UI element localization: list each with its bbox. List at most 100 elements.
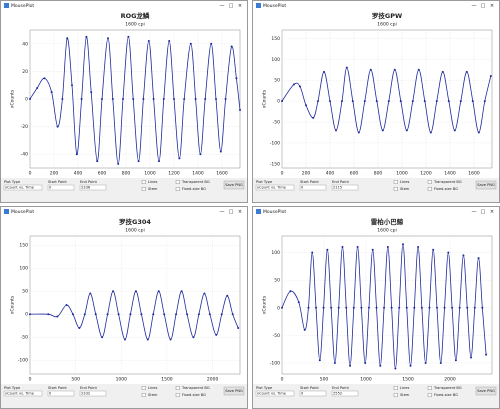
checkbox[interactable] bbox=[175, 385, 180, 390]
checkbox-label[interactable]: Fixed-size BG bbox=[182, 187, 206, 191]
input-value[interactable]: 0 bbox=[301, 186, 304, 190]
dropdown[interactable] bbox=[255, 184, 295, 191]
button[interactable] bbox=[223, 386, 245, 396]
y-tick-label: 0 bbox=[25, 312, 28, 318]
dropdown[interactable] bbox=[255, 390, 295, 397]
window-title: MousePlot bbox=[11, 209, 34, 215]
data-point bbox=[451, 306, 454, 309]
input[interactable] bbox=[47, 390, 75, 397]
input[interactable] bbox=[331, 390, 359, 397]
checkbox[interactable] bbox=[141, 385, 146, 390]
data-point bbox=[423, 100, 426, 103]
input-value[interactable]: 2336 bbox=[81, 186, 91, 190]
checkbox[interactable] bbox=[175, 186, 180, 191]
checkbox-label[interactable]: Transparent BG bbox=[181, 386, 210, 390]
checkbox-label[interactable]: Lines bbox=[148, 180, 157, 184]
window-button[interactable]: × bbox=[238, 3, 242, 9]
checkbox-label[interactable]: Transparent BG bbox=[433, 386, 462, 390]
input[interactable] bbox=[79, 390, 107, 397]
checkbox[interactable] bbox=[427, 392, 432, 397]
checkbox-label[interactable]: Transparent BG bbox=[433, 180, 462, 184]
checkbox[interactable] bbox=[427, 385, 432, 390]
input[interactable] bbox=[47, 184, 75, 191]
checkbox[interactable] bbox=[393, 385, 398, 390]
checkbox-label[interactable]: Lines bbox=[400, 386, 409, 390]
checkbox[interactable] bbox=[141, 179, 146, 184]
window-button[interactable]: □ bbox=[481, 209, 486, 215]
data-point bbox=[36, 86, 39, 89]
window-button[interactable]: × bbox=[238, 209, 242, 215]
window-button[interactable]: — bbox=[472, 3, 477, 9]
dropdown-value[interactable]: xCount vs. Time bbox=[257, 392, 287, 396]
x-tick-label: 0 bbox=[281, 171, 284, 177]
checkbox-label[interactable]: Stem bbox=[400, 393, 410, 397]
input[interactable] bbox=[299, 184, 327, 191]
dropdown[interactable] bbox=[3, 184, 43, 191]
input-value[interactable]: 0 bbox=[49, 186, 52, 190]
data-line bbox=[29, 36, 241, 165]
checkbox[interactable] bbox=[141, 186, 146, 191]
checkbox-label[interactable]: Stem bbox=[148, 393, 158, 397]
window-button[interactable]: □ bbox=[229, 209, 234, 215]
y-tick-label: 40 bbox=[22, 41, 28, 47]
chart-subtitle: 1600 cpi bbox=[377, 22, 396, 28]
y-tick-label: 50 bbox=[22, 289, 28, 295]
button-label[interactable]: Save PNG bbox=[225, 183, 243, 187]
data-point bbox=[127, 35, 130, 38]
dropdown-value[interactable]: xCount vs. Time bbox=[257, 186, 287, 190]
checkbox-label[interactable]: Stem bbox=[400, 187, 410, 191]
chart-title: 罗技GPW bbox=[372, 11, 402, 20]
dropdown-value[interactable]: xCount vs. Time bbox=[5, 392, 35, 396]
window-button[interactable]: × bbox=[490, 209, 494, 215]
data-point bbox=[466, 306, 469, 309]
checkbox-label[interactable]: Fixed-size BG bbox=[434, 187, 458, 191]
button[interactable] bbox=[223, 180, 245, 190]
data-point bbox=[351, 100, 354, 103]
window-button[interactable]: — bbox=[472, 209, 477, 215]
window-button[interactable]: — bbox=[220, 3, 225, 9]
checkbox[interactable] bbox=[175, 179, 180, 184]
button-label[interactable]: Save PNG bbox=[225, 389, 243, 393]
checkbox[interactable] bbox=[427, 179, 432, 184]
input[interactable] bbox=[79, 184, 107, 191]
dropdown[interactable] bbox=[3, 390, 43, 397]
data-point bbox=[411, 100, 414, 103]
checkbox[interactable] bbox=[393, 179, 398, 184]
x-tick-label: 1600 bbox=[216, 171, 228, 177]
window-button[interactable]: × bbox=[490, 3, 494, 9]
input[interactable] bbox=[331, 184, 359, 191]
input[interactable] bbox=[299, 390, 327, 397]
checkbox[interactable] bbox=[393, 392, 398, 397]
button[interactable] bbox=[475, 180, 497, 190]
checkbox[interactable] bbox=[175, 392, 180, 397]
input-value[interactable]: 2332 bbox=[81, 392, 90, 396]
chart-subtitle: 1600 cpi bbox=[125, 22, 144, 28]
checkbox-label[interactable]: Fixed-size BG bbox=[182, 393, 206, 397]
checkbox-label[interactable]: Lines bbox=[148, 386, 157, 390]
input-value[interactable]: 0 bbox=[49, 392, 52, 396]
input-value[interactable]: 0 bbox=[301, 392, 304, 396]
checkbox[interactable] bbox=[427, 186, 432, 191]
button-label[interactable]: Save PNG bbox=[477, 183, 495, 187]
data-point bbox=[152, 313, 155, 316]
x-tick-label: 1000 bbox=[360, 377, 372, 383]
data-point bbox=[215, 98, 217, 100]
y-tick-label: -50 bbox=[21, 335, 28, 341]
window-button[interactable]: □ bbox=[481, 3, 486, 9]
checkbox[interactable] bbox=[393, 186, 398, 191]
window-button[interactable]: □ bbox=[229, 3, 234, 9]
data-point bbox=[122, 98, 124, 100]
button[interactable] bbox=[475, 386, 497, 396]
checkbox-label[interactable]: Transparent BG bbox=[181, 180, 210, 184]
window-button[interactable]: — bbox=[220, 209, 225, 215]
data-point bbox=[29, 313, 31, 316]
checkbox-label[interactable]: Lines bbox=[400, 180, 409, 184]
dropdown-value[interactable]: xCount vs. Time bbox=[5, 186, 35, 190]
input-value[interactable]: 2115 bbox=[333, 186, 342, 190]
checkbox-label[interactable]: Stem bbox=[148, 187, 158, 191]
button-label[interactable]: Save PNG bbox=[477, 389, 495, 393]
checkbox-label[interactable]: Fixed-size BG bbox=[434, 393, 458, 397]
input-value[interactable]: 2552 bbox=[333, 392, 342, 396]
checkbox[interactable] bbox=[141, 392, 146, 397]
data-point bbox=[367, 306, 370, 309]
